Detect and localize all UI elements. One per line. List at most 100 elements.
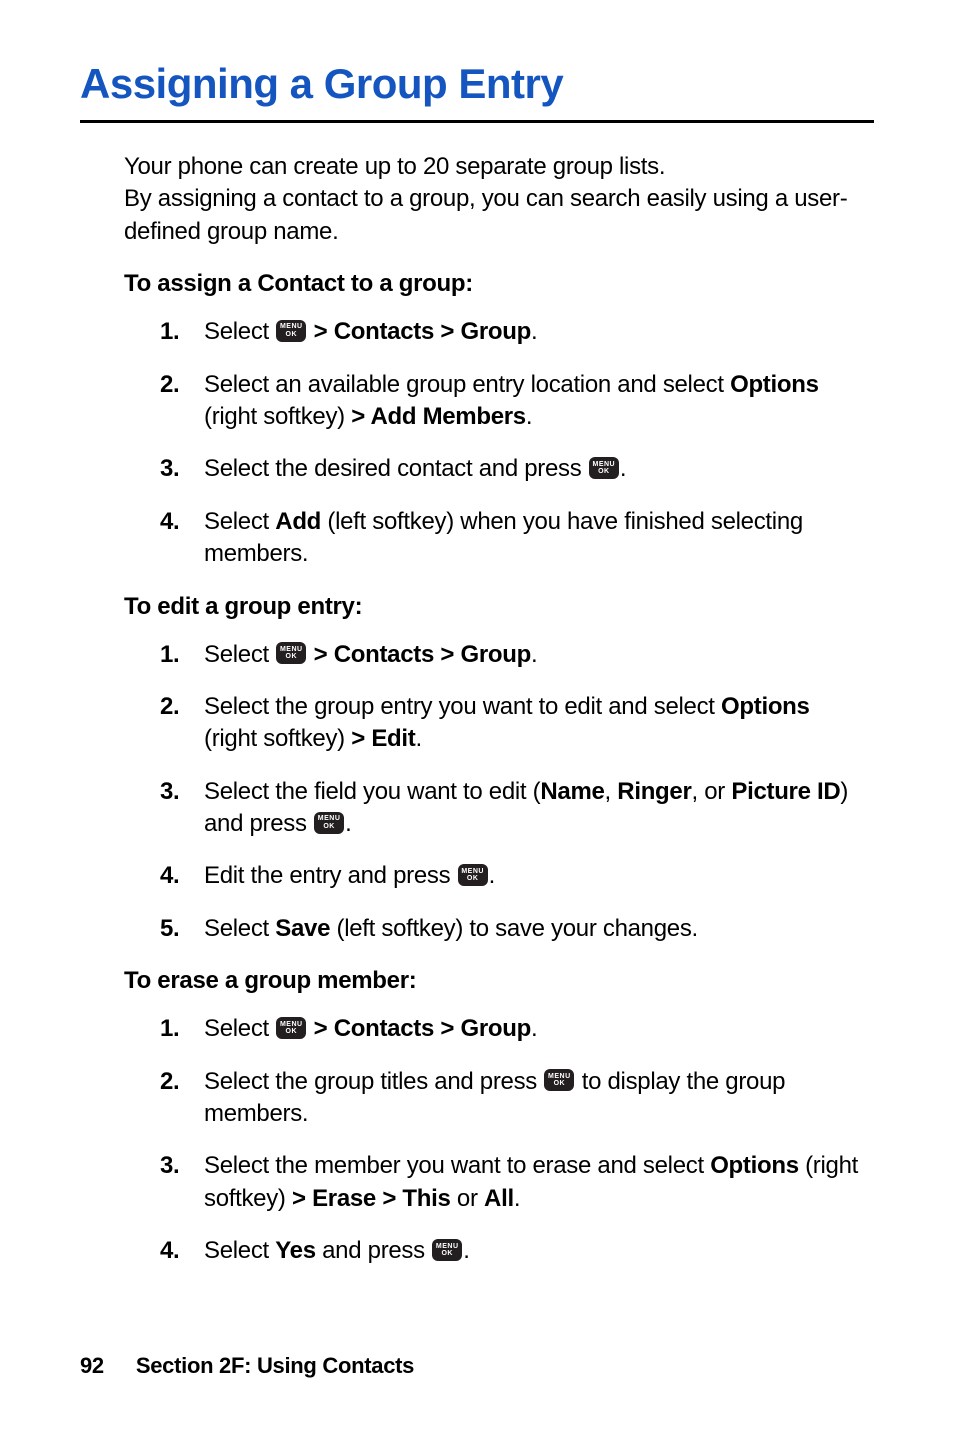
bold-text: > Add Members	[351, 403, 526, 430]
text: Select the desired contact and press	[204, 455, 588, 482]
bold-text: Ringer	[617, 778, 691, 805]
step-number: 4.	[160, 1235, 204, 1267]
text: Select an available group entry location…	[204, 371, 730, 398]
step-body: Select the group entry you want to edit …	[204, 691, 864, 756]
step-number: 3.	[160, 776, 204, 841]
text: .	[531, 1015, 537, 1042]
bold-text: Add	[275, 508, 321, 535]
step-number: 3.	[160, 453, 204, 485]
bold-text: Options	[721, 693, 810, 720]
step-item: 1. Select MENUOK > Contacts > Group.	[160, 316, 864, 348]
text: .	[415, 725, 421, 752]
text: .	[514, 1185, 520, 1212]
text: Select	[204, 318, 275, 345]
text: Select the group entry you want to edit …	[204, 693, 721, 720]
step-number: 2.	[160, 369, 204, 434]
intro-paragraph: Your phone can create up to 20 separate …	[124, 151, 874, 248]
bold-text: Yes	[275, 1237, 315, 1264]
step-body: Select the group titles and press MENUOK…	[204, 1066, 864, 1131]
step-number: 1.	[160, 639, 204, 671]
text: Edit the entry and press	[204, 862, 457, 889]
step-number: 2.	[160, 691, 204, 756]
bold-text: Options	[730, 371, 819, 398]
text: , or	[692, 778, 732, 805]
text: Select	[204, 915, 275, 942]
text: .	[345, 810, 351, 837]
step-body: Select an available group entry location…	[204, 369, 864, 434]
bold-text: Options	[710, 1152, 799, 1179]
text: Select the member you want to erase and …	[204, 1152, 710, 1179]
menu-ok-icon: MENUOK	[432, 1239, 462, 1261]
step-body: Select MENUOK > Contacts > Group.	[204, 639, 864, 671]
step-body: Edit the entry and press MENUOK.	[204, 860, 864, 892]
step-item: 3. Select the field you want to edit (Na…	[160, 776, 864, 841]
step-item: 3. Select the desired contact and press …	[160, 453, 864, 485]
step-number: 1.	[160, 316, 204, 348]
text: Select	[204, 641, 275, 668]
page-number: 92	[80, 1353, 104, 1379]
step-item: 4. Select Yes and press MENUOK.	[160, 1235, 864, 1267]
step-item: 2. Select the group entry you want to ed…	[160, 691, 864, 756]
step-body: Select the member you want to erase and …	[204, 1150, 864, 1215]
bold-text: All	[484, 1185, 514, 1212]
step-body: Select Yes and press MENUOK.	[204, 1235, 864, 1267]
menu-ok-icon: MENUOK	[276, 320, 306, 342]
step-body: Select MENUOK > Contacts > Group.	[204, 1013, 864, 1045]
bold-text: > Contacts > Group	[314, 1015, 531, 1042]
step-item: 2. Select the group titles and press MEN…	[160, 1066, 864, 1131]
step-item: 4. Edit the entry and press MENUOK.	[160, 860, 864, 892]
text: Select	[204, 1237, 275, 1264]
menu-ok-icon: MENUOK	[589, 457, 619, 479]
step-body: Select Save (left softkey) to save your …	[204, 913, 864, 945]
menu-ok-icon: MENUOK	[314, 812, 344, 834]
step-number: 3.	[160, 1150, 204, 1215]
text: (left softkey) to save your changes.	[330, 915, 698, 942]
bold-text: Name	[540, 778, 604, 805]
section-label: Section 2F: Using Contacts	[136, 1353, 414, 1378]
bold-text: > Erase > This	[292, 1185, 451, 1212]
text: .	[526, 403, 532, 430]
menu-ok-icon: MENUOK	[276, 1017, 306, 1039]
text: Select	[204, 508, 275, 535]
text: .	[531, 318, 537, 345]
step-item: 1. Select MENUOK > Contacts > Group.	[160, 639, 864, 671]
step-item: 2. Select an available group entry locat…	[160, 369, 864, 434]
step-number: 2.	[160, 1066, 204, 1131]
step-item: 3. Select the member you want to erase a…	[160, 1150, 864, 1215]
bold-text: Save	[275, 915, 330, 942]
subhead-assign: To assign a Contact to a group:	[124, 270, 874, 298]
text: .	[463, 1237, 469, 1264]
text: (right softkey)	[204, 725, 351, 752]
bold-text: > Edit	[351, 725, 415, 752]
page-title: Assigning a Group Entry	[80, 60, 874, 123]
bold-text: Picture ID	[731, 778, 840, 805]
text: ,	[605, 778, 618, 805]
text: Select the field you want to edit (	[204, 778, 540, 805]
text: (right softkey)	[204, 403, 351, 430]
step-body: Select MENUOK > Contacts > Group.	[204, 316, 864, 348]
menu-ok-icon: MENUOK	[458, 864, 488, 886]
menu-ok-icon: MENUOK	[544, 1069, 574, 1091]
page-footer: 92 Section 2F: Using Contacts	[80, 1353, 414, 1379]
step-item: 4. Select Add (left softkey) when you ha…	[160, 506, 864, 571]
text: Select the group titles and press	[204, 1068, 543, 1095]
menu-ok-icon: MENUOK	[276, 642, 306, 664]
step-item: 5. Select Save (left softkey) to save yo…	[160, 913, 864, 945]
text: Select	[204, 1015, 275, 1042]
step-number: 4.	[160, 860, 204, 892]
bold-text: > Contacts > Group	[314, 318, 531, 345]
page: Assigning a Group Entry Your phone can c…	[0, 0, 954, 1431]
step-number: 4.	[160, 506, 204, 571]
text: .	[620, 455, 626, 482]
text: .	[489, 862, 495, 889]
text: or	[451, 1185, 484, 1212]
step-number: 1.	[160, 1013, 204, 1045]
text: and press	[316, 1237, 431, 1264]
step-item: 1. Select MENUOK > Contacts > Group.	[160, 1013, 864, 1045]
step-body: Select the field you want to edit (Name,…	[204, 776, 864, 841]
text: .	[531, 641, 537, 668]
step-body: Select Add (left softkey) when you have …	[204, 506, 864, 571]
step-number: 5.	[160, 913, 204, 945]
subhead-erase: To erase a group member:	[124, 967, 874, 995]
bold-text: > Contacts > Group	[314, 641, 531, 668]
